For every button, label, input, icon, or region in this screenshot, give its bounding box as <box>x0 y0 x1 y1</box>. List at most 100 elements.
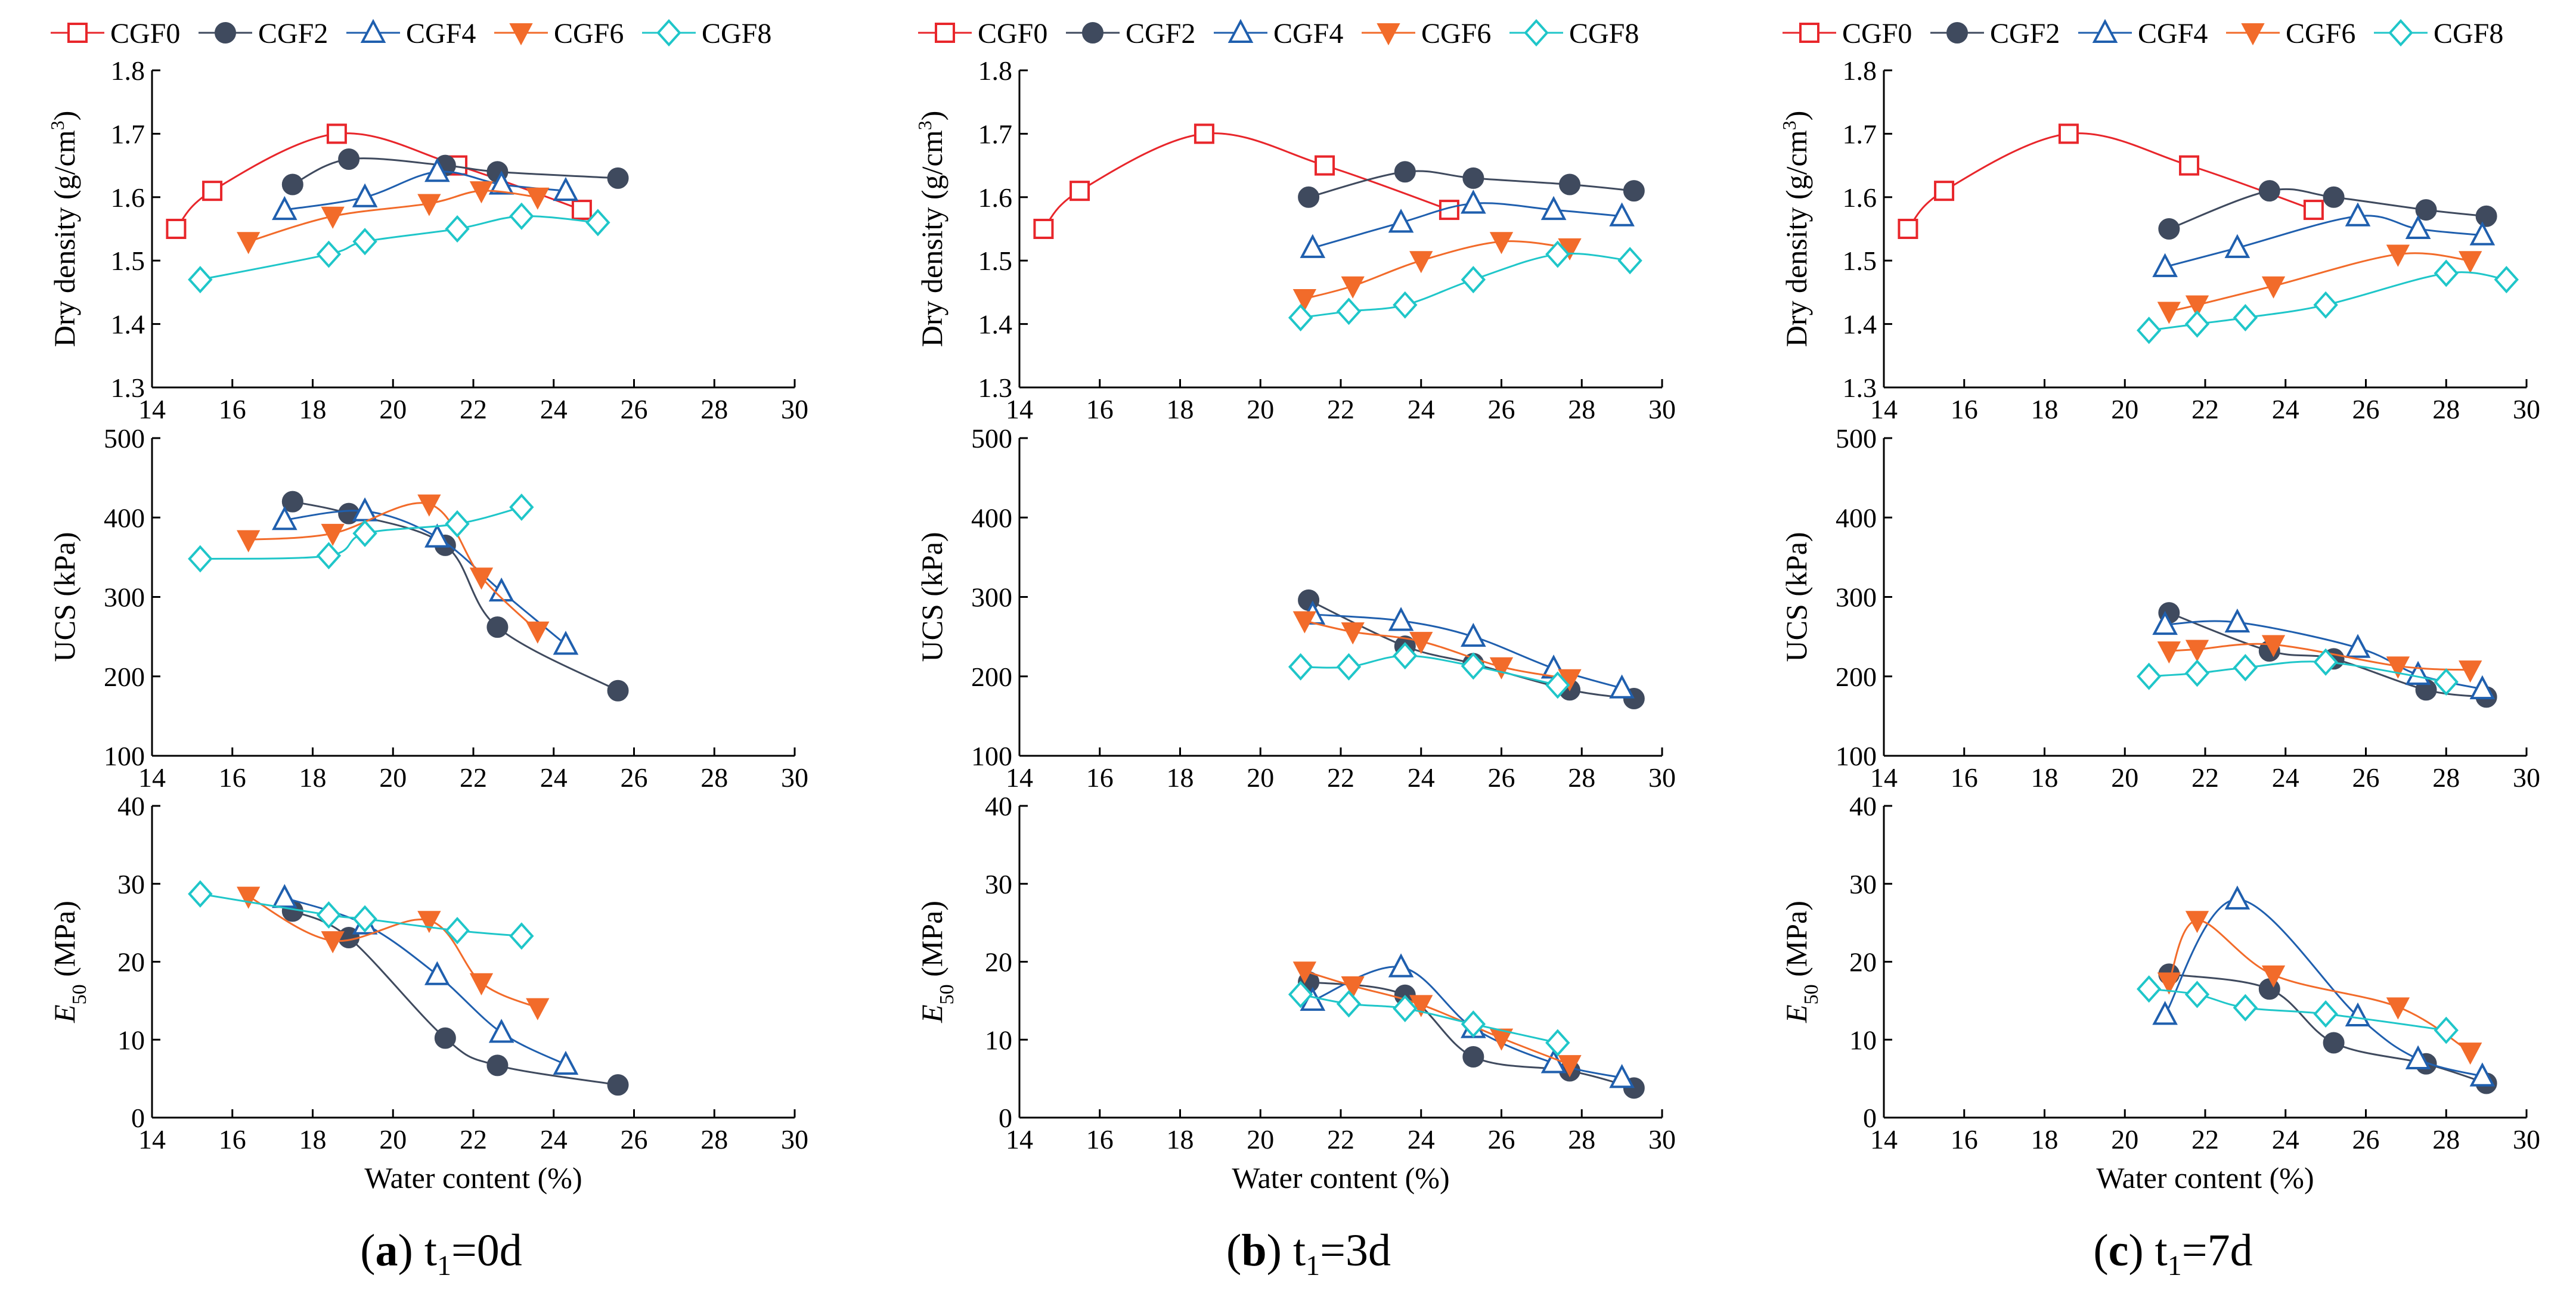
x-tick-label: 24 <box>540 762 568 793</box>
data-point <box>486 616 509 638</box>
data-point <box>1609 674 1635 699</box>
data-point <box>1934 181 1955 201</box>
y-tick-label: 0 <box>1863 1103 1877 1133</box>
data-point <box>2233 303 2258 331</box>
y-tick-label: 10 <box>1849 1025 1877 1055</box>
x-tick-label: 20 <box>1247 394 1274 424</box>
data-point <box>2313 1000 2338 1028</box>
x-tick-label: 26 <box>2352 762 2380 793</box>
y-axis-label: Dry density (g/cm3) <box>47 111 81 347</box>
x-tick-label: 16 <box>219 1124 246 1155</box>
y-tick-label: 1.3 <box>1843 373 1877 403</box>
legend-marker <box>1377 23 1400 46</box>
data-point <box>445 510 470 538</box>
data-point <box>321 206 345 229</box>
data-point <box>1292 611 1317 634</box>
series-cgf4 <box>1300 190 1635 258</box>
x-tick-label: 30 <box>781 762 808 793</box>
y-tick-label: 1.8 <box>111 55 145 86</box>
data-point <box>424 961 450 985</box>
data-point <box>2136 975 2162 1003</box>
data-point <box>1461 266 1486 294</box>
data-point <box>2386 656 2410 679</box>
legend-item-cgf6: CGF6 <box>2226 18 2355 49</box>
x-tick-label: 20 <box>2111 394 2138 424</box>
y-axis-label: UCS (kPa) <box>1780 532 1813 662</box>
data-point <box>509 493 534 521</box>
data-point <box>1292 961 1317 984</box>
x-tick-label: 22 <box>460 762 487 793</box>
data-point <box>1033 219 1054 239</box>
legend-label: CGF6 <box>554 18 624 49</box>
data-point <box>1489 1028 1514 1051</box>
data-point <box>316 542 342 570</box>
y-axis-label: UCS (kPa) <box>915 532 948 662</box>
legend-marker <box>2388 19 2413 46</box>
legend: CGF0 CGF2 CGF4 CGF6 CGF8 <box>51 18 771 49</box>
caption-b: (b) t1=3d <box>1226 1225 1391 1282</box>
x-tick-label: 30 <box>1648 1124 1676 1155</box>
y-tick-label: 1.5 <box>111 246 145 276</box>
x-tick-label: 22 <box>1327 762 1354 793</box>
legend-label: CGF8 <box>2434 18 2503 49</box>
legend-item-cgf6: CGF6 <box>494 18 624 49</box>
x-tick-label: 14 <box>138 1124 166 1155</box>
x-axis-label: Water content (%) <box>1232 1161 1449 1194</box>
series-cgf6 <box>237 181 550 255</box>
data-point <box>2224 885 2250 910</box>
series-cgf6 <box>1292 611 1582 691</box>
data-point <box>488 577 514 602</box>
x-tick-label: 26 <box>1488 394 1515 424</box>
y-tick-label: 200 <box>971 662 1012 692</box>
subplot-ucs: 100 200 300 400 500 14 16 18 20 22 24 26 28 30 UCS (kP… <box>1780 423 2540 793</box>
legend-label: CGF4 <box>2138 18 2208 49</box>
series-line <box>1304 240 1570 300</box>
series-line <box>2164 898 2483 1078</box>
y-tick-label: 20 <box>985 947 1012 978</box>
series-cgf2 <box>281 491 629 702</box>
x-tick-label: 26 <box>2352 1124 2380 1155</box>
x-tick-label: 30 <box>781 1124 808 1155</box>
x-tick-label: 28 <box>2432 1124 2460 1155</box>
x-tick-label: 30 <box>781 394 808 424</box>
x-tick-label: 14 <box>1870 1124 1898 1155</box>
x-tick-label: 28 <box>1568 394 1595 424</box>
data-point <box>417 194 441 216</box>
data-point <box>1898 219 1918 239</box>
data-point <box>2434 668 2459 696</box>
y-tick-label: 1.5 <box>978 246 1013 276</box>
data-point <box>553 631 579 655</box>
x-tick-label: 14 <box>1006 394 1033 424</box>
data-point <box>281 173 303 196</box>
data-point <box>2386 244 2410 267</box>
data-point <box>326 123 347 144</box>
x-tick-label: 28 <box>700 762 728 793</box>
data-point <box>352 228 377 256</box>
legend-label: CGF6 <box>2286 18 2355 49</box>
data-point <box>1292 289 1317 312</box>
data-point <box>1394 161 1416 183</box>
x-tick-label: 14 <box>1006 1124 1033 1155</box>
x-tick-label: 26 <box>621 1124 648 1155</box>
x-tick-label: 24 <box>2272 762 2299 793</box>
x-tick-label: 26 <box>2352 394 2380 424</box>
legend-item-cgf8: CGF8 <box>642 18 771 49</box>
data-point <box>1540 1049 1567 1073</box>
x-tick-label: 26 <box>1488 762 1515 793</box>
data-point <box>1341 976 1365 999</box>
data-point <box>607 680 629 702</box>
data-point <box>2185 295 2209 318</box>
data-point <box>2152 610 2178 635</box>
x-tick-label: 18 <box>299 762 327 793</box>
x-tick-label: 16 <box>219 762 246 793</box>
y-tick-label: 1.7 <box>111 119 145 149</box>
data-point <box>2157 972 2181 995</box>
data-point <box>2157 302 2181 324</box>
y-tick-label: 1.4 <box>111 309 145 340</box>
data-point <box>281 491 303 513</box>
x-tick-label: 20 <box>379 762 407 793</box>
legend-label: CGF2 <box>258 18 328 49</box>
data-point <box>2158 218 2180 240</box>
y-tick-label: 100 <box>1836 741 1877 771</box>
